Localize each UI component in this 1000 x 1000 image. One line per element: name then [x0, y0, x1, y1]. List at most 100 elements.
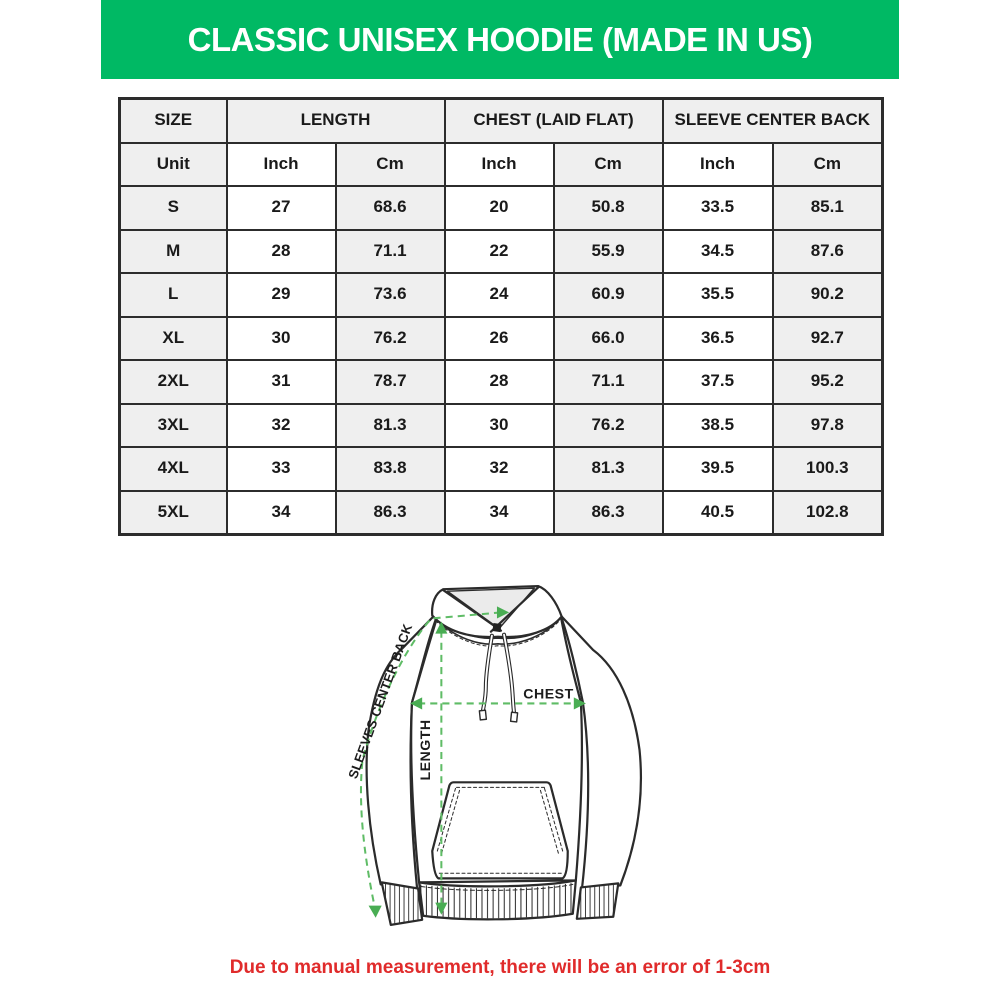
length-label: LENGTH [417, 719, 433, 780]
table-row: L 29 73.6 24 60.9 35.5 90.2 [118, 272, 884, 318]
value-cell: 71.1 [552, 359, 664, 405]
drawstrings [478, 632, 519, 723]
value-cell: 76.2 [552, 402, 664, 448]
collar [431, 614, 563, 645]
value-cell: 81.3 [552, 446, 664, 492]
sleeve-arrowhead-start [496, 606, 510, 619]
value-cell: 38.5 [661, 402, 774, 448]
size-cell: S [118, 185, 228, 231]
value-cell: 26 [443, 315, 555, 361]
page-title: CLASSIC UNISEX HOODIE (MADE IN US) [187, 20, 813, 58]
value-cell: 50.8 [552, 185, 664, 231]
measurement-disclaimer: Due to manual measurement, there will be… [229, 957, 771, 978]
drawstring-grommet [492, 623, 502, 633]
value-cell: 76.2 [334, 315, 446, 361]
chest-arrowhead-left [410, 697, 423, 710]
unit-cm-sleeve: Cm [771, 141, 884, 187]
size-cell: L [118, 272, 228, 318]
table-row: 5XL 34 86.3 34 86.3 40.5 102.8 [118, 489, 884, 536]
value-cell: 71.1 [334, 228, 446, 274]
value-cell: 60.9 [552, 272, 664, 318]
table-row: 3XL 32 81.3 30 76.2 38.5 97.8 [118, 402, 884, 448]
value-cell: 86.3 [552, 489, 664, 536]
collar-stitching [434, 620, 560, 647]
value-cell: 100.3 [771, 446, 884, 492]
size-cell: M [118, 228, 228, 274]
hood-left-flap [442, 589, 503, 632]
value-cell: 78.7 [334, 359, 446, 405]
value-cell: 24 [443, 272, 555, 318]
table-row: 2XL 31 78.7 28 71.1 37.5 95.2 [118, 359, 884, 405]
value-cell: 102.8 [771, 489, 884, 536]
value-cell: 27 [225, 185, 337, 231]
kangaroo-pocket [431, 781, 569, 880]
value-cell: 30 [443, 402, 555, 448]
value-cell: 95.2 [771, 359, 884, 405]
value-cell: 55.9 [552, 228, 664, 274]
value-cell: 22 [443, 228, 555, 274]
value-cell: 29 [225, 272, 337, 318]
table-row: XL 30 76.2 26 66.0 36.5 92.7 [118, 315, 884, 361]
value-cell: 85.1 [771, 185, 884, 231]
unit-label: Unit [118, 141, 228, 187]
value-cell: 35.5 [661, 272, 774, 318]
chest-arrowhead-right [573, 697, 586, 710]
size-cell: 5XL [118, 489, 228, 536]
table-row: 4XL 33 83.8 32 81.3 39.5 100.3 [118, 446, 884, 492]
unit-cm-chest: Cm [552, 141, 664, 187]
size-cell: XL [118, 315, 228, 361]
value-cell: 30 [225, 315, 337, 361]
title-banner: CLASSIC UNISEX HOODIE (MADE IN US) [101, 0, 899, 79]
value-cell: 83.8 [334, 446, 446, 492]
header-chest: CHEST (LAID FLAT) [443, 97, 664, 144]
value-cell: 20 [443, 185, 555, 231]
value-cell: 33 [225, 446, 337, 492]
value-cell: 32 [225, 402, 337, 448]
size-table-container: SIZE LENGTH CHEST (LAID FLAT) SLEEVE CEN… [118, 97, 885, 536]
value-cell: 81.3 [334, 402, 446, 448]
value-cell: 31 [225, 359, 337, 405]
value-cell: 73.6 [334, 272, 446, 318]
value-cell: 68.6 [334, 185, 446, 231]
unit-inch-sleeve: Inch [661, 141, 774, 187]
unit-cm-length: Cm [334, 141, 446, 187]
value-cell: 34 [225, 489, 337, 536]
header-length: LENGTH [225, 97, 446, 144]
hem-stitching [420, 883, 574, 891]
value-cell: 90.2 [771, 272, 884, 318]
header-sleeve: SLEEVE CENTER BACK [661, 97, 884, 144]
value-cell: 37.5 [661, 359, 774, 405]
sleeve-arrow-line [359, 611, 502, 907]
value-cell: 36.5 [661, 315, 774, 361]
size-cell: 4XL [118, 446, 228, 492]
value-cell: 40.5 [661, 489, 774, 536]
hoodie-illustration [365, 585, 643, 926]
sleeve-arrowhead-end [368, 905, 382, 918]
value-cell: 33.5 [661, 185, 774, 231]
unit-header-row: Unit Inch Cm Inch Cm Inch Cm [118, 141, 884, 187]
value-cell: 97.8 [771, 402, 884, 448]
unit-inch-length: Inch [225, 141, 337, 187]
size-table-body: S 27 68.6 20 50.8 33.5 85.1 M 28 71.1 22 55.9 34.5 87… [118, 185, 884, 536]
size-table: SIZE LENGTH CHEST (LAID FLAT) SLEEVE CEN… [118, 97, 885, 536]
value-cell: 34 [443, 489, 555, 536]
value-cell: 34.5 [661, 228, 774, 274]
value-cell: 28 [225, 228, 337, 274]
value-cell: 92.7 [771, 315, 884, 361]
header-size: SIZE [118, 97, 228, 144]
size-cell: 3XL [118, 402, 228, 448]
size-cell: 2XL [118, 359, 228, 405]
value-cell: 39.5 [661, 446, 774, 492]
value-cell: 28 [443, 359, 555, 405]
table-row: M 28 71.1 22 55.9 34.5 87.6 [118, 228, 884, 274]
table-row: S 27 68.6 20 50.8 33.5 85.1 [118, 185, 884, 231]
hoodie-measurement-diagram: CHEST LENGTH SLEEVES CENTER BACK [345, 585, 643, 926]
unit-inch-chest: Inch [443, 141, 555, 187]
chest-label: CHEST [523, 685, 573, 701]
length-arrowhead-top [435, 621, 448, 634]
group-header-row: SIZE LENGTH CHEST (LAID FLAT) SLEEVE CEN… [118, 97, 884, 144]
value-cell: 87.6 [771, 228, 884, 274]
value-cell: 66.0 [552, 315, 664, 361]
length-arrowhead-bottom [435, 902, 448, 915]
